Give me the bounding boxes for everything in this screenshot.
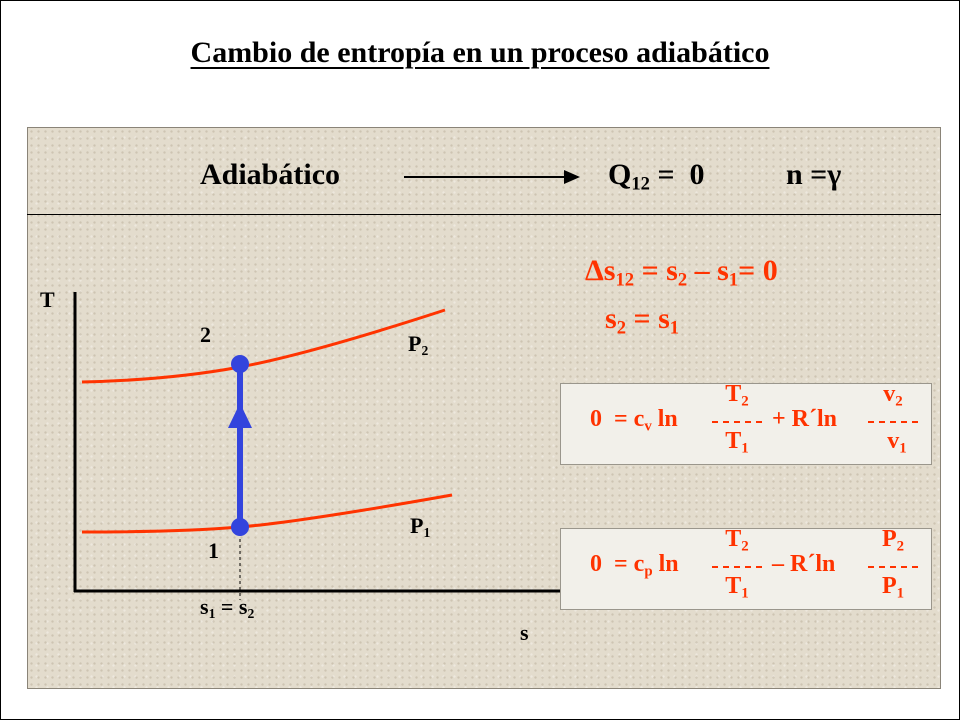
eq1-fraction-line-v bbox=[868, 421, 918, 423]
y-axis-label: T bbox=[40, 287, 55, 312]
x-axis-label: s bbox=[520, 620, 529, 645]
isobar-p1-label: P1 bbox=[410, 513, 431, 541]
slide-title: Cambio de entropía en un proceso adiabát… bbox=[190, 36, 770, 69]
eq2-operator: – R´ln bbox=[772, 551, 836, 577]
state-2-label: 2 bbox=[200, 322, 211, 347]
entropy-change-equation: Δs12 = s2 – s1= 0 bbox=[585, 254, 778, 291]
eq2-denominator-t: T1 bbox=[725, 573, 749, 602]
isobar-p2-label: P2 bbox=[408, 331, 429, 359]
eq1-lead: 0 = cv ln bbox=[590, 406, 678, 435]
arrow-up-icon bbox=[228, 403, 252, 428]
eq1-numerator-t: T2 bbox=[725, 381, 749, 410]
state-1-point bbox=[231, 518, 249, 536]
eq2-fraction-line-p bbox=[868, 566, 918, 568]
state-1-label: 1 bbox=[208, 538, 219, 563]
state-2-point bbox=[231, 355, 249, 373]
eq1-operator: + R´ln bbox=[772, 406, 838, 432]
isobar-p2-curve bbox=[81, 308, 446, 384]
equation-box-volume bbox=[560, 383, 932, 465]
eq2-fraction-line-t bbox=[712, 566, 762, 568]
process-label: Adiabático bbox=[200, 158, 341, 191]
eq1-denominator-v: v1 bbox=[887, 428, 907, 457]
eq1-denominator-t: T1 bbox=[725, 428, 749, 457]
isobar-p1-curve bbox=[81, 493, 453, 534]
arrow-right-icon bbox=[564, 170, 580, 184]
entropy-equality: s2 = s1 bbox=[605, 302, 680, 339]
header-divider bbox=[27, 214, 941, 215]
polytropic-exponent: n =γ bbox=[786, 158, 842, 191]
eq2-numerator-t: T2 bbox=[725, 526, 749, 555]
eq2-lead: 0 = cp ln bbox=[590, 551, 679, 580]
eq2-denominator-p: P1 bbox=[881, 573, 905, 602]
equation-box-pressure bbox=[560, 528, 932, 610]
eq2-numerator-p: P2 bbox=[881, 526, 905, 555]
eq1-fraction-line-t bbox=[712, 421, 762, 423]
eq1-numerator-v: v2 bbox=[883, 381, 903, 410]
heat-equation: Q12 = 0 bbox=[608, 158, 705, 195]
equal-entropy-label: s1 = s2 bbox=[200, 594, 255, 622]
